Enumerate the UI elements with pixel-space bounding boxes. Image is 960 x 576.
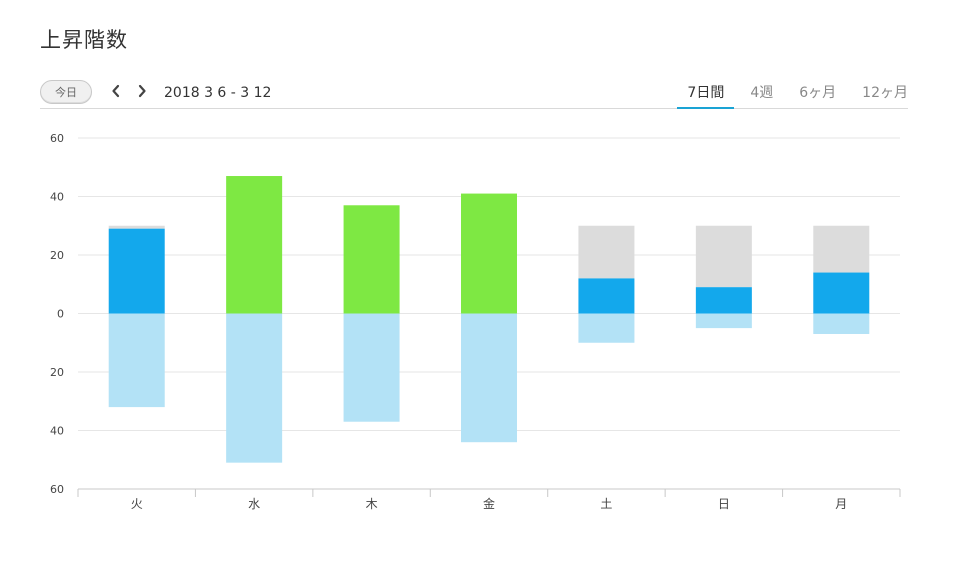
floors-climbed-bar bbox=[578, 278, 635, 314]
floors-climbed-bar bbox=[461, 193, 517, 314]
y-tick-label: 60 bbox=[50, 483, 64, 496]
floors-descended-bar bbox=[226, 313, 283, 463]
tab-4-weeks[interactable]: 4週 bbox=[750, 85, 774, 101]
date-range: 2018 3 6 - 3 12 bbox=[164, 85, 272, 101]
floors-descended-bar bbox=[813, 313, 870, 334]
x-tick-label: 日 bbox=[718, 497, 730, 511]
x-tick-label: 火 bbox=[131, 497, 143, 511]
x-tick-label: 金 bbox=[483, 496, 495, 511]
x-tick-label: 木 bbox=[366, 497, 378, 511]
y-tick-label: 60 bbox=[50, 132, 64, 145]
floors-climbed-bar bbox=[226, 176, 283, 314]
x-tick-label: 土 bbox=[600, 497, 612, 511]
floors-descended-bar bbox=[461, 313, 517, 443]
toolbar: 今日 2018 3 6 - 3 12 7日間 4週 6ヶ月 12ヶ月 bbox=[40, 78, 908, 109]
y-tick-label: 40 bbox=[50, 191, 64, 204]
y-tick-label: 20 bbox=[50, 249, 64, 262]
x-tick-label: 水 bbox=[248, 497, 260, 511]
floors-descended-bar bbox=[578, 313, 635, 343]
goal-remaining-bar bbox=[813, 225, 870, 273]
floors-descended-bar bbox=[108, 313, 165, 408]
floors-climbed-bar bbox=[695, 287, 752, 314]
floors-descended-bar bbox=[695, 313, 752, 329]
range-tabs: 7日間 4週 6ヶ月 12ヶ月 bbox=[661, 78, 908, 109]
floors-descended-bar bbox=[343, 313, 400, 422]
today-button[interactable]: 今日 bbox=[40, 80, 92, 104]
floors-climbed-bar bbox=[813, 272, 870, 314]
goal-remaining-bar bbox=[578, 225, 635, 279]
page-title: 上昇階数 bbox=[40, 28, 128, 52]
goal-remaining-bar bbox=[108, 225, 165, 229]
y-tick-label: 40 bbox=[50, 425, 64, 438]
y-tick-label: 20 bbox=[50, 366, 64, 379]
floors-climbed-bar bbox=[343, 205, 400, 314]
tab-12-months[interactable]: 12ヶ月 bbox=[862, 85, 908, 101]
goal-remaining-bar bbox=[695, 225, 752, 288]
chevron-right-icon[interactable] bbox=[134, 82, 150, 100]
y-tick-label: 0 bbox=[57, 308, 64, 321]
chevron-left-icon[interactable] bbox=[108, 82, 124, 100]
tab-7-days[interactable]: 7日間 bbox=[677, 78, 735, 109]
floors-climbed-bar bbox=[108, 228, 165, 314]
tab-6-months[interactable]: 6ヶ月 bbox=[799, 85, 837, 101]
x-tick-label: 月 bbox=[835, 497, 847, 511]
